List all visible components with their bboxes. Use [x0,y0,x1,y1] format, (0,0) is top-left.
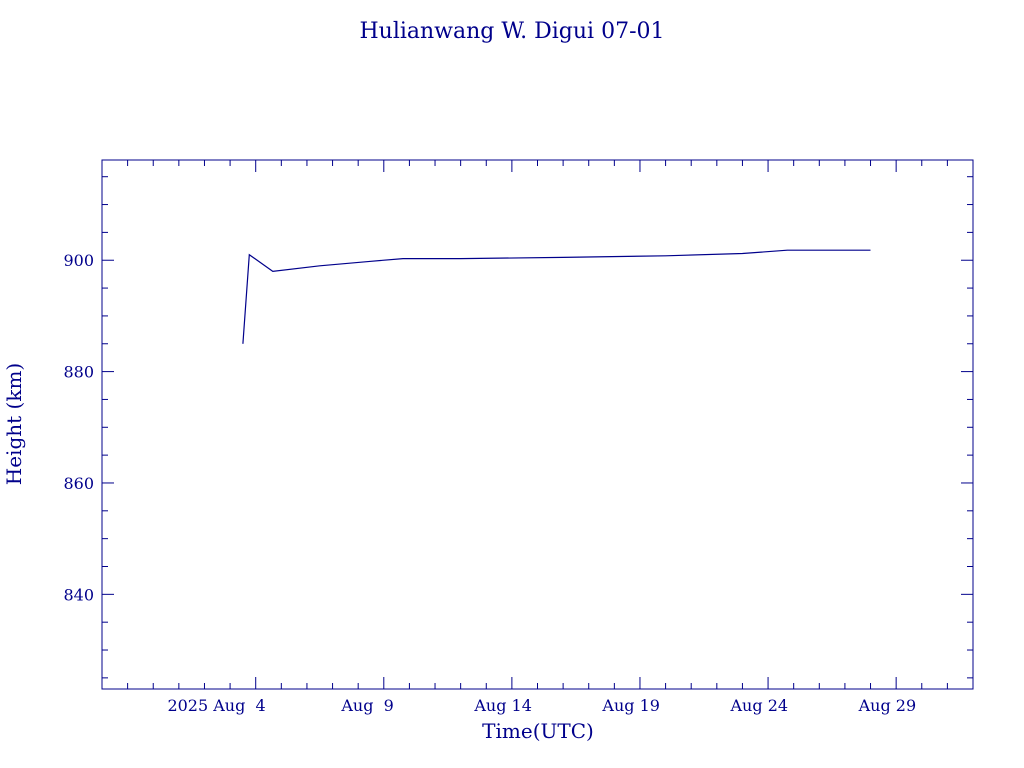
x-axis: 2025 Aug 4 Aug 9 Aug 14 Aug 19 Aug 24 Aug 29 [127,160,948,715]
y-tick-label: 860 [63,474,94,493]
series-line [242,249,871,344]
x-tick-label: Aug 24 [730,696,789,715]
x-tick-label: Aug 19 [601,696,660,715]
chart-title: Hulianwang W. Digui 07-01 [359,19,664,44]
x-tick-label: Aug 29 [858,696,917,715]
plot-frame [101,159,974,690]
x-axis-label: Time(UTC) [482,719,594,743]
y-axis-label: Height (km) [2,363,26,485]
x-tick-label: Aug 14 [473,696,532,715]
y-axis: 840 860 880 900 [63,176,973,679]
y-tick-label: 880 [63,363,94,382]
series-group [242,249,871,344]
y-tick-label: 900 [63,251,94,270]
x-tick-label: Aug 9 [340,696,393,715]
y-tick-label: 840 [63,585,94,604]
x-tick-label: 2025 Aug 4 [167,696,265,715]
